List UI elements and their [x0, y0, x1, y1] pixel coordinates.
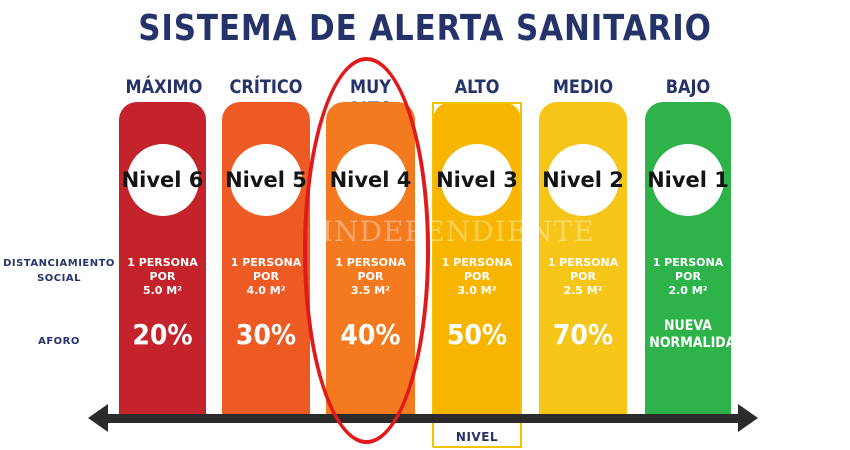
level-column-6: MÁXIMO Nivel 6 1 PERSONA POR 5.0 M² 20%	[119, 0, 206, 450]
arrow-right-icon	[738, 404, 758, 432]
current-level-label: NIVEL	[455, 430, 499, 444]
level-column-5: CRÍTICO Nivel 5 1 PERSONA POR 4.0 M² 30%	[222, 0, 310, 450]
level-badge: Nivel 3	[436, 144, 518, 216]
level-name: MÁXIMO	[125, 76, 203, 98]
level-name: ALTO	[454, 76, 500, 98]
level-badge: Nivel 5	[225, 144, 307, 216]
capacity-value: 20%	[132, 318, 193, 351]
capacity-value: 30%	[235, 318, 297, 351]
capacity-row-label: AFORO	[38, 336, 80, 347]
level-column-3: ALTO Nivel 3 1 PERSONA POR 3.0 M² 50%	[433, 0, 521, 450]
distancing-value: 1 PERSONA POR 5.0 M²	[127, 256, 198, 297]
arrow-left-icon	[88, 404, 108, 432]
level-badge: Nivel 2	[542, 144, 624, 216]
level-name: BAJO	[665, 76, 711, 98]
distancing-value: 1 PERSONA POR 2.0 M²	[652, 256, 724, 297]
distancing-value: 1 PERSONA POR 3.0 M²	[441, 256, 513, 297]
distancing-value: 1 PERSONA POR 4.0 M²	[230, 256, 302, 297]
current-level-bracket-top	[432, 102, 522, 104]
distancing-row-label: DISTANCIAMIENTO SOCIAL	[3, 258, 115, 284]
capacity-value: 70%	[552, 318, 614, 351]
level-column-1: BAJO Nivel 1 1 PERSONA POR 2.0 M² NUEVA …	[645, 0, 746, 450]
distancing-value: 1 PERSONA POR 2.5 M²	[547, 256, 619, 297]
capacity-value: 50%	[446, 318, 508, 351]
capacity-value: NUEVA NORMALIDAD	[649, 318, 746, 351]
level-name: CRÍTICO	[229, 76, 303, 98]
page-title: SISTEMA DE ALERTA SANITARIO	[138, 8, 712, 49]
level-badge: Nivel 6	[122, 144, 203, 216]
level-name: MEDIO	[552, 76, 614, 98]
level-badge: Nivel 1	[647, 144, 729, 216]
scale-arrow-line	[104, 414, 740, 423]
level-column-2: MEDIO Nivel 2 1 PERSONA POR 2.5 M² 70%	[539, 0, 627, 450]
current-level-bracket	[432, 102, 522, 448]
highlight-ellipse	[303, 57, 430, 444]
